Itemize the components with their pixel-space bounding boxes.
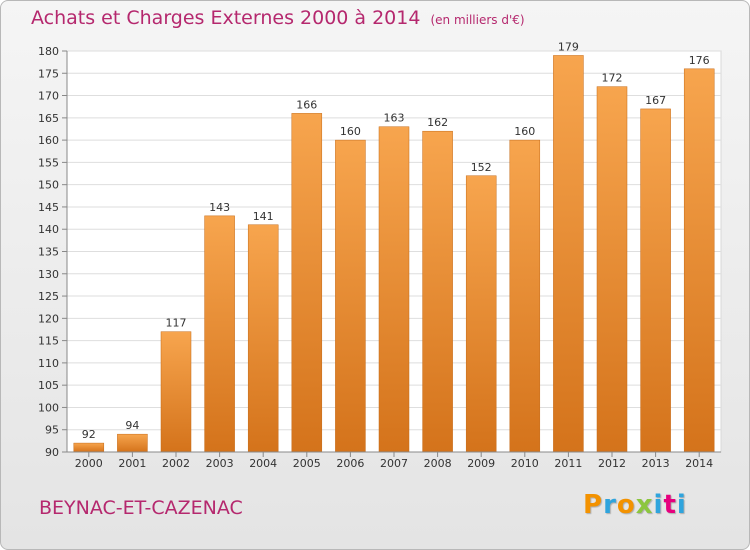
- bar: [378, 126, 410, 453]
- y-tick-label: 130: [38, 268, 59, 281]
- logo-letter: P: [583, 490, 604, 520]
- x-tick-label: 2000: [75, 457, 103, 470]
- bar-value-label: 141: [253, 210, 274, 223]
- bar-value-label: 160: [514, 125, 535, 138]
- bar-value-label: 94: [125, 419, 139, 432]
- y-tick-label: 150: [38, 179, 59, 192]
- x-tick-label: 2004: [249, 457, 277, 470]
- proxiti-logo: Proxiti: [583, 490, 687, 520]
- bar: [291, 113, 323, 453]
- y-tick-label: 110: [38, 357, 59, 370]
- bar-value-label: 166: [296, 98, 317, 111]
- logo-letter: o: [616, 490, 636, 520]
- y-tick-label: 175: [38, 67, 59, 80]
- bar: [465, 175, 497, 453]
- bar-value-label: 179: [558, 40, 579, 53]
- x-tick-label: 2013: [642, 457, 670, 470]
- x-tick-label: 2010: [511, 457, 539, 470]
- logo-letter: i: [676, 490, 687, 520]
- x-tick-label: 2011: [554, 457, 582, 470]
- y-tick-label: 125: [38, 290, 59, 303]
- x-tick-label: 2001: [118, 457, 146, 470]
- bar: [160, 331, 192, 453]
- logo-letter: t: [663, 490, 677, 520]
- commune-name: BEYNAC-ET-CAZENAC: [39, 497, 243, 519]
- y-tick-label: 155: [38, 156, 59, 169]
- y-tick-label: 100: [38, 401, 59, 414]
- bar-value-label: 152: [471, 161, 492, 174]
- x-tick-label: 2006: [336, 457, 364, 470]
- bar: [422, 130, 453, 453]
- bar-value-label: 162: [427, 116, 448, 129]
- bar-value-label: 143: [209, 201, 230, 214]
- x-tick-label: 2008: [424, 457, 452, 470]
- bar-value-label: 92: [82, 428, 96, 441]
- y-tick-label: 135: [38, 246, 59, 259]
- logo-letter: x: [635, 490, 654, 520]
- y-tick-label: 160: [38, 134, 59, 147]
- bar-value-label: 176: [689, 54, 710, 67]
- bar-value-label: 160: [340, 125, 361, 138]
- y-tick-label: 180: [38, 45, 59, 58]
- y-tick-label: 120: [38, 312, 59, 325]
- chart-unit: (en milliers d'€): [430, 13, 525, 27]
- x-tick-label: 2007: [380, 457, 408, 470]
- y-tick-label: 105: [38, 379, 59, 392]
- x-tick-label: 2005: [293, 457, 321, 470]
- bar: [247, 224, 279, 453]
- y-tick-label: 145: [38, 201, 59, 214]
- chart-title-text: Achats et Charges Externes 2000 à 2014: [31, 7, 421, 29]
- bar: [204, 215, 235, 453]
- bar-value-label: 163: [384, 112, 405, 125]
- chart-title: Achats et Charges Externes 2000 à 2014 (e…: [31, 7, 525, 29]
- y-tick-label: 170: [38, 90, 59, 103]
- y-tick-label: 95: [45, 424, 59, 437]
- y-tick-label: 140: [38, 223, 59, 236]
- bar: [683, 68, 715, 453]
- bar: [553, 55, 584, 453]
- x-tick-label: 2012: [598, 457, 626, 470]
- bar: [335, 139, 366, 453]
- x-tick-label: 2003: [206, 457, 234, 470]
- logo-letter: i: [653, 490, 664, 520]
- bar: [640, 108, 671, 453]
- x-tick-label: 2009: [467, 457, 495, 470]
- y-tick-label: 165: [38, 112, 59, 125]
- bar-value-label: 117: [166, 317, 187, 330]
- logo-letter: r: [603, 490, 617, 520]
- y-tick-label: 115: [38, 335, 59, 348]
- x-tick-label: 2002: [162, 457, 190, 470]
- bar: [73, 442, 105, 453]
- x-tick-label: 2014: [685, 457, 713, 470]
- y-tick-label: 90: [45, 446, 59, 459]
- bar: [596, 86, 628, 453]
- bar: [509, 139, 541, 453]
- bar: [117, 433, 148, 453]
- bar-value-label: 172: [602, 72, 623, 85]
- bar-value-label: 167: [645, 94, 666, 107]
